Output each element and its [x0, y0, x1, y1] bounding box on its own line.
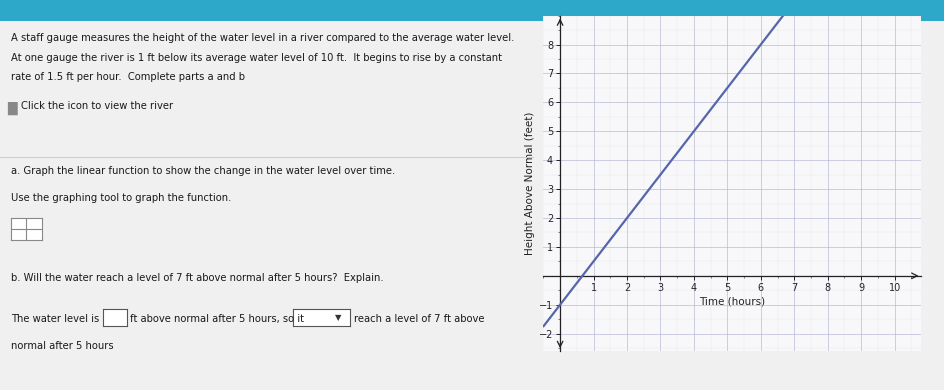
Text: normal after 5 hours: normal after 5 hours — [11, 341, 114, 351]
Text: Click the icon to view the river: Click the icon to view the river — [21, 101, 173, 112]
Text: Use the graphing tool to graph the function.: Use the graphing tool to graph the funct… — [11, 193, 231, 203]
Text: ▼: ▼ — [334, 313, 341, 322]
Text: The water level is: The water level is — [11, 314, 99, 324]
X-axis label: Time (hours): Time (hours) — [699, 297, 765, 307]
Text: At one gauge the river is 1 ft below its average water level of 10 ft.  It begin: At one gauge the river is 1 ft below its… — [11, 53, 502, 63]
Text: reach a level of 7 ft above: reach a level of 7 ft above — [354, 314, 484, 324]
Text: █: █ — [8, 101, 17, 115]
Text: ft above normal after 5 hours, so it: ft above normal after 5 hours, so it — [130, 314, 304, 324]
Text: A staff gauge measures the height of the water level in a river compared to the : A staff gauge measures the height of the… — [11, 33, 514, 43]
Y-axis label: Height Above Normal (feet): Height Above Normal (feet) — [524, 112, 534, 255]
Text: a. Graph the linear function to show the change in the water level over time.: a. Graph the linear function to show the… — [11, 166, 396, 176]
Text: rate of 1.5 ft per hour.  Complete parts a and b: rate of 1.5 ft per hour. Complete parts … — [11, 72, 245, 82]
Text: b. Will the water reach a level of 7 ft above normal after 5 hours?  Explain.: b. Will the water reach a level of 7 ft … — [11, 273, 383, 283]
